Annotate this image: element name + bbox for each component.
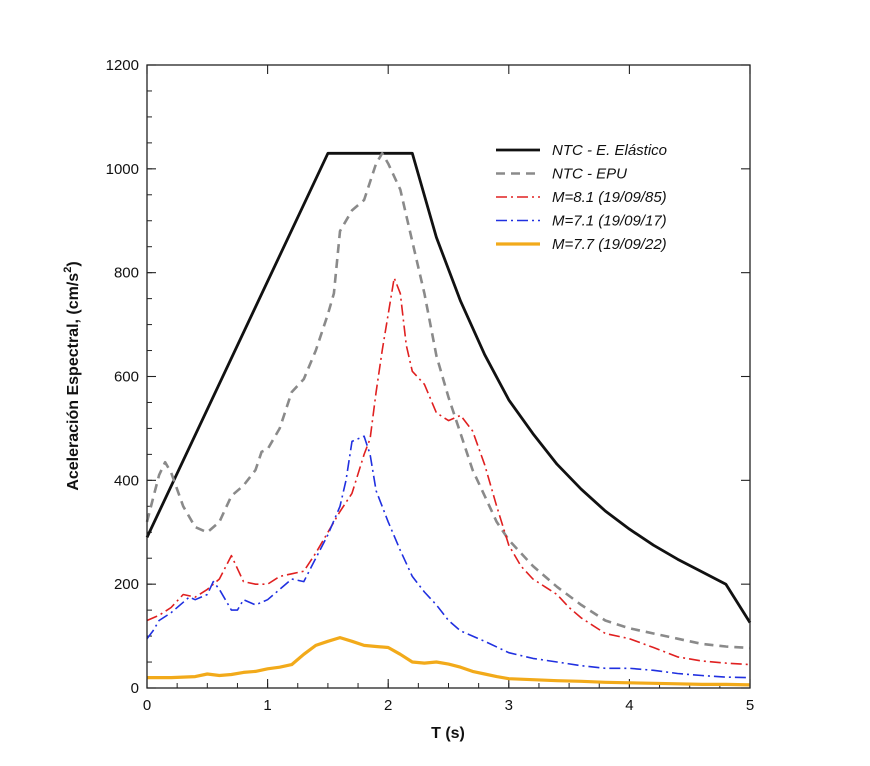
legend-label-1: NTC - EPU xyxy=(552,166,627,183)
y-tick-label: 600 xyxy=(114,369,139,386)
legend: NTC - E. Elástico NTC - EPU M=8.1 (19/09/8… xyxy=(496,142,667,253)
x-axis-title: T (s) xyxy=(431,725,465,742)
series-line-1 xyxy=(145,152,751,650)
tick-labels: 0 1 2 3 4 5 0 200 400 600 800 1000 1200 xyxy=(106,57,755,714)
y-axis-title: Aceleración Espectral, (cm/s2) xyxy=(62,261,82,490)
series-line-0 xyxy=(145,151,752,624)
y-tick-label: 400 xyxy=(114,472,139,489)
x-tick-label: 2 xyxy=(384,697,392,714)
y-axis-title-main: Aceleración Espectral, (cm/s xyxy=(65,273,82,491)
legend-label-0: NTC - E. Elástico xyxy=(552,142,667,159)
x-tick-label: 1 xyxy=(263,697,271,714)
x-tick-label: 4 xyxy=(625,697,633,714)
x-tick-label: 0 xyxy=(143,697,151,714)
y-tick-label: 1200 xyxy=(106,57,139,74)
y-tick-label: 800 xyxy=(114,265,139,282)
y-tick-label: 1000 xyxy=(106,161,139,178)
y-axis-title-close: ) xyxy=(65,261,82,266)
y-tick-label: 0 xyxy=(131,680,139,697)
plot-frame xyxy=(146,64,751,689)
series-line-3 xyxy=(146,435,751,679)
series-line-2 xyxy=(146,277,751,666)
legend-label-4: M=7.7 (19/09/22) xyxy=(552,236,667,253)
series-line-4 xyxy=(147,636,751,687)
plot-background xyxy=(147,65,750,688)
x-tick-label: 5 xyxy=(746,697,754,714)
x-tick-label: 3 xyxy=(505,697,513,714)
y-axis-title-exponent: 2 xyxy=(62,267,74,273)
legend-label-3: M=7.1 (19/09/17) xyxy=(552,213,667,230)
series-layer xyxy=(145,151,752,687)
y-tick-label: 200 xyxy=(114,576,139,593)
legend-label-2: M=8.1 (19/09/85) xyxy=(552,189,667,206)
